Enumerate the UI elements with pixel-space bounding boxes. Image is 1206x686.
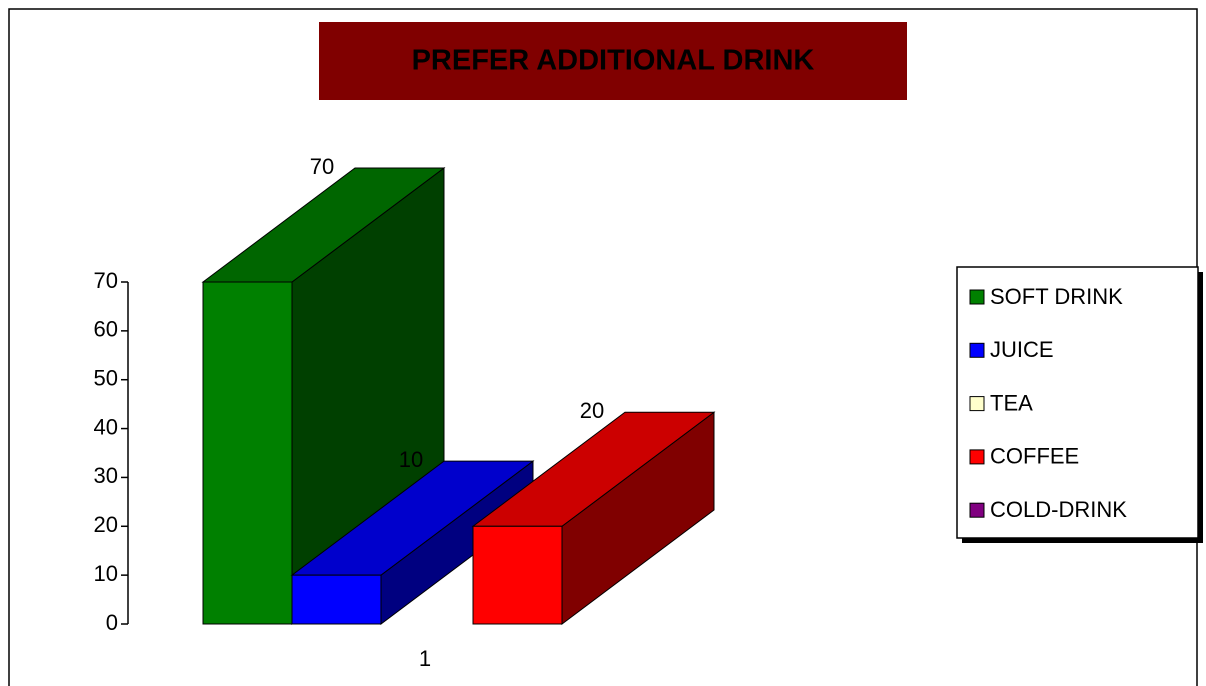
legend-swatch [969, 342, 985, 358]
legend-swatch [969, 502, 985, 518]
y-tick-label: 50 [94, 366, 118, 391]
data-label: 70 [310, 154, 334, 179]
y-tick-label: 40 [94, 414, 118, 439]
x-tick-label: 1 [419, 646, 431, 671]
legend [956, 266, 1199, 539]
legend-swatch [969, 289, 985, 305]
data-label: 10 [399, 447, 423, 472]
chart-title: PREFER ADDITIONAL DRINK [412, 45, 815, 77]
y-tick-label: 10 [94, 561, 118, 586]
data-label: 20 [580, 398, 604, 423]
legend-label: JUICE [990, 337, 1054, 362]
y-tick-label: 60 [94, 317, 118, 342]
bar [202, 281, 293, 625]
y-tick-label: 30 [94, 463, 118, 488]
legend-label: TEA [990, 390, 1033, 415]
y-tick-label: 20 [94, 512, 118, 537]
legend-label: SOFT DRINK [990, 284, 1123, 309]
y-tick-label: 0 [106, 610, 118, 635]
legend-swatch [969, 449, 985, 465]
title-background [319, 22, 907, 100]
y-tick-label: 70 [94, 268, 118, 293]
legend-label: COFFEE [990, 444, 1079, 469]
legend-label: COLD-DRINK [990, 497, 1127, 522]
legend-swatch [969, 396, 985, 412]
bar [291, 574, 382, 625]
bar [472, 525, 563, 625]
